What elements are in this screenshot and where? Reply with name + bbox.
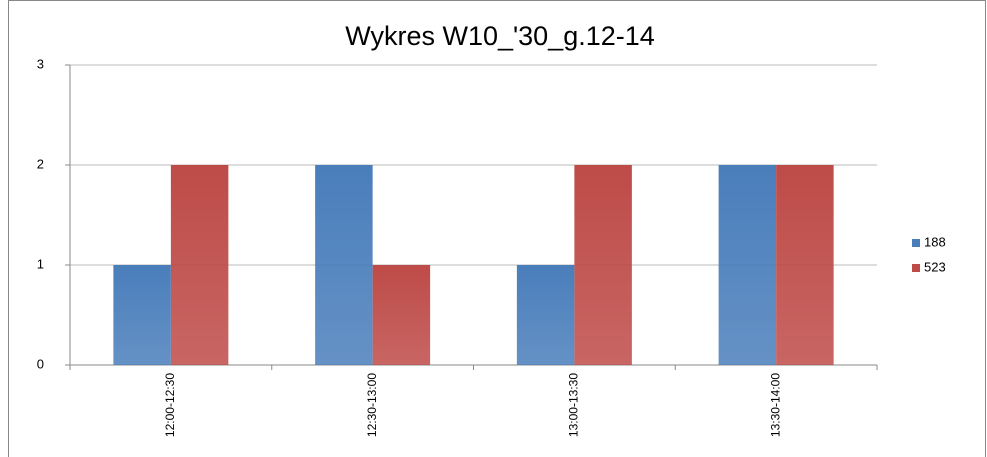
bar [574, 165, 632, 365]
legend-label: 523 [924, 259, 946, 274]
bar [718, 165, 777, 365]
bar [776, 165, 834, 365]
bar [315, 165, 373, 365]
x-tick-label: 12:00-12:30 [163, 373, 177, 437]
legend-swatch [912, 264, 920, 272]
y-tick-label: 1 [37, 256, 44, 271]
y-tick-label: 0 [37, 356, 44, 371]
x-tick-label: 13:30-14:00 [768, 373, 782, 437]
bar [372, 265, 431, 365]
chart-border [8, 0, 986, 457]
bar [516, 265, 575, 365]
bar [113, 265, 171, 365]
y-tick-label: 2 [37, 156, 44, 171]
y-tick-label: 3 [37, 56, 44, 71]
legend-label: 188 [924, 234, 946, 249]
chart-title: Wykres W10_'30_g.12-14 [345, 21, 655, 51]
legend-swatch [912, 239, 920, 247]
x-tick-label: 12:30-13:00 [365, 373, 379, 437]
x-tick-label: 13:00-13:30 [567, 373, 581, 437]
bar [170, 165, 229, 365]
